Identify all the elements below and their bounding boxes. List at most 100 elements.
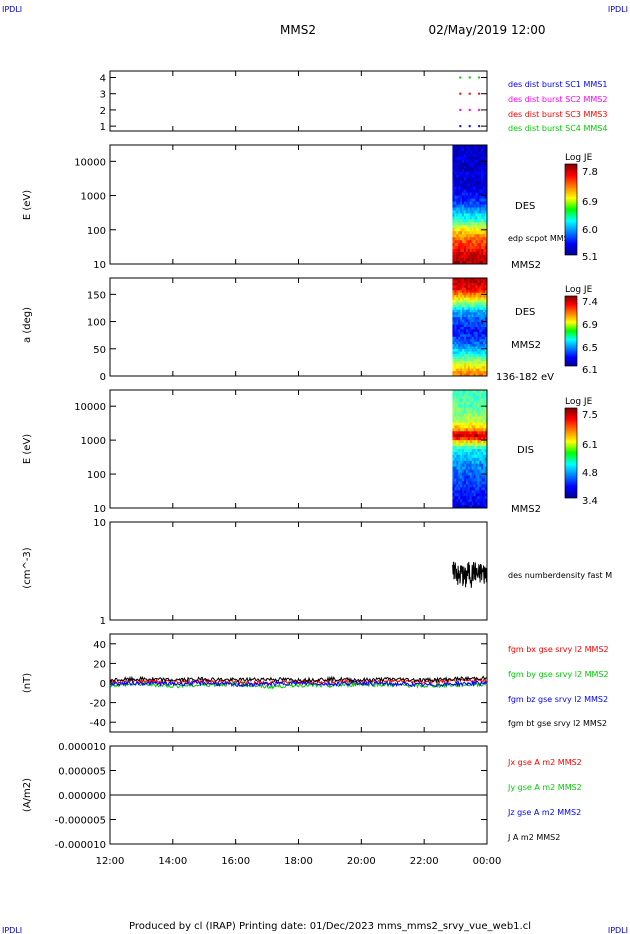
spectrogram-cell <box>460 373 463 377</box>
spectrogram-cell <box>467 425 471 429</box>
spectrogram-cell <box>458 361 461 365</box>
spectrogram-cell <box>469 407 473 412</box>
spectrogram-cell <box>477 437 480 441</box>
spectrogram-cell <box>469 219 473 223</box>
spectrogram-cell <box>483 171 486 176</box>
spectrogram-cell <box>462 346 465 350</box>
spectrogram-cell <box>471 358 475 362</box>
spectrogram-cell <box>471 356 475 360</box>
spectrogram-cell <box>479 499 482 503</box>
spectrogram-cell <box>477 278 480 281</box>
spectrogram-cell <box>465 189 469 194</box>
current-legend-j: J A m2 MMS2 <box>507 833 560 842</box>
spectrogram-cell <box>481 327 484 330</box>
spectrogram-cell <box>471 255 475 259</box>
spectrogram-cell <box>465 174 469 179</box>
spectrogram-cell <box>469 493 473 497</box>
spectrogram-cell <box>460 446 463 450</box>
spectrogram-cell <box>473 228 476 232</box>
spectrogram-cell <box>481 234 484 238</box>
spectrogram-cell <box>471 395 475 400</box>
spectrogram-cell <box>454 204 457 208</box>
spectrogram-cell <box>471 252 475 256</box>
spectrogram-cell <box>458 443 461 447</box>
spectrogram-cell <box>465 297 469 301</box>
spectrogram-cell <box>467 292 471 296</box>
spectrogram-cell <box>456 451 459 456</box>
spectrogram-cell <box>456 434 459 438</box>
spectrogram-cell <box>473 466 476 471</box>
spectrogram-cell <box>483 446 486 450</box>
spectrogram-cell <box>463 290 467 294</box>
spectrogram-cell <box>456 422 459 426</box>
spectrogram-cell <box>475 446 478 450</box>
spectrogram-cell <box>462 460 465 465</box>
spectrogram-cell <box>452 252 455 256</box>
spectrogram-cell <box>458 331 461 335</box>
spectrogram-cell <box>467 198 471 203</box>
spectrogram-cell <box>465 150 469 155</box>
spectrogram-cell <box>483 240 486 244</box>
spectrogram-cell <box>485 502 488 506</box>
spectrogram-cell <box>462 322 465 326</box>
spectrogram-cell <box>485 278 488 281</box>
spectrogram-cell <box>475 237 478 241</box>
spectrogram-cell <box>473 358 476 362</box>
spectrogram-cell <box>452 339 455 343</box>
spectrogram-cell <box>463 346 467 350</box>
spectrogram-cell <box>462 168 465 173</box>
spectrogram-cell <box>475 422 478 426</box>
spectrogram-cell <box>485 219 488 223</box>
spectrogram-cell <box>469 422 473 426</box>
spectrogram-cell <box>452 297 455 301</box>
spectrogram-cell <box>471 177 475 182</box>
spectrogram-cell <box>473 165 476 170</box>
spectrogram-cell <box>465 183 469 188</box>
spectrogram-cell <box>471 434 475 438</box>
spectrogram-cell <box>485 434 488 438</box>
spectrogram-cell <box>465 282 469 286</box>
spectrogram-cell <box>460 147 463 152</box>
spectrogram-cell <box>456 351 459 355</box>
spectrogram-cell <box>481 295 484 299</box>
spectrogram-cell <box>462 290 465 294</box>
spectrogram-cell <box>471 278 475 281</box>
spectrogram-cell <box>458 460 461 465</box>
spectrogram-cell <box>483 280 486 284</box>
spectrogram-cell <box>463 440 467 444</box>
spectrogram-cell <box>475 204 478 208</box>
spectrogram-cell <box>481 428 484 432</box>
spectrogram-cell <box>460 237 463 241</box>
spectrogram-cell <box>473 341 476 345</box>
spectrogram-cell <box>458 278 461 281</box>
burst-point <box>468 92 471 95</box>
spectrogram-cell <box>479 153 482 158</box>
spectrogram-cell <box>463 407 467 412</box>
spectrogram-cell <box>475 258 478 262</box>
spectrogram-cell <box>454 210 457 214</box>
spectrogram-cell <box>475 413 478 418</box>
spectrogram-cell <box>483 478 486 482</box>
spectrogram-cell <box>471 297 475 301</box>
spectrogram-cell <box>471 258 475 262</box>
spectrogram-cell <box>467 371 471 375</box>
spectrogram-cell <box>462 373 465 377</box>
spectrogram-cell <box>460 280 463 284</box>
spectrogram-cell <box>454 493 457 497</box>
spectrogram-cell <box>456 150 459 155</box>
spectrogram-cell <box>465 162 469 167</box>
spectrogram-cell <box>483 361 486 365</box>
spectrogram-cell <box>483 336 486 340</box>
spectrogram-cell <box>485 401 488 406</box>
spectrogram-cell <box>460 463 463 468</box>
spectrogram-cell <box>454 314 457 318</box>
des-pitch-colorbar-tick: 6.5 <box>582 343 598 354</box>
spectrogram-cell <box>481 198 484 203</box>
spectrogram-cell <box>463 219 467 223</box>
current-ytick-label: 0.000010 <box>58 742 106 753</box>
spectrogram-cell <box>463 198 467 203</box>
spectrogram-cell <box>467 336 471 340</box>
spectrogram-cell <box>452 300 455 303</box>
spectrogram-cell <box>479 496 482 500</box>
